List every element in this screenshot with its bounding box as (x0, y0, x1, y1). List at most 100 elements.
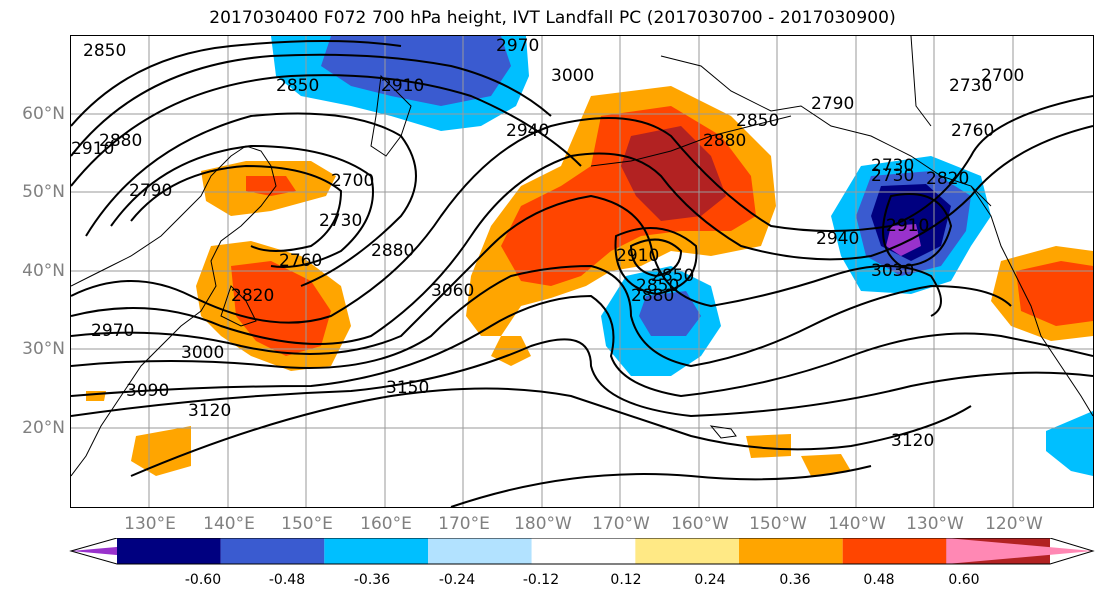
map-title: 2017030400 F072 700 hPa height, IVT Land… (209, 8, 896, 28)
lon-label-150w: 150°W (749, 514, 807, 534)
lat-label-50n: 50°N (22, 182, 65, 202)
lat-label-20n: 20°N (22, 418, 65, 438)
contour-label: 2910 (381, 76, 424, 96)
contour-label: 2940 (506, 121, 549, 141)
contour-label: 2700 (331, 171, 374, 191)
contour-label: 2730 (871, 156, 914, 176)
colorbar-tick: 0.48 (863, 572, 895, 588)
contour-label: 2910 (71, 139, 114, 159)
contour-label: 2700 (981, 66, 1024, 86)
lat-label-60n: 60°N (22, 104, 65, 124)
contour-label: 3000 (181, 343, 224, 363)
alaska-coast (660, 55, 992, 207)
lon-label-180w: 180°W (514, 514, 572, 534)
contour-label: 2730 (949, 76, 992, 96)
colorbar-tick: 0.12 (610, 572, 642, 588)
aleutian-chain (590, 115, 792, 167)
colorbar-segment (635, 538, 739, 564)
coastlines (71, 36, 1093, 477)
graticule (71, 36, 1093, 507)
lon-label-160w: 160°W (671, 514, 729, 534)
colorbar-segment (117, 538, 221, 564)
colorbar-segment (428, 538, 532, 564)
contour-label: 2850 (651, 266, 694, 286)
contour-label: 2760 (279, 251, 322, 271)
contour-label: 2850 (276, 76, 319, 96)
contour-labels: 2850 2880 2910 2790 2850 2910 2970 3000 … (71, 36, 1024, 451)
contour-label: 2730 (319, 211, 362, 231)
colorbar-tick: 0.36 (779, 572, 811, 588)
contour-label: 2820 (926, 169, 969, 189)
lon-label-140w: 140°W (828, 514, 886, 534)
pos-anomaly-california-red (1016, 261, 1093, 326)
colorbar-tick: -0.12 (522, 572, 560, 588)
contour-label: 2880 (631, 286, 674, 306)
lon-label-120w: 120°W (985, 514, 1043, 534)
contour-label: 2850 (83, 41, 126, 61)
colorbar-segment (739, 538, 843, 564)
pos-anomaly-south-2 (746, 434, 791, 458)
ivt-shading (86, 36, 1093, 476)
map-svg: 2850 2880 2910 2790 2850 2910 2970 3000 … (71, 36, 1093, 507)
na-interior-border (910, 36, 932, 127)
lon-label-130w: 130°W (906, 514, 964, 534)
kamchatka (370, 74, 412, 157)
pos-anomaly-south-1 (131, 426, 191, 476)
contour-label: 2760 (951, 121, 994, 141)
contour-label: 3030 (871, 261, 914, 281)
colorbar-segment (531, 538, 636, 564)
contour-label: 3090 (126, 381, 169, 401)
contour-label: 2850 (736, 111, 779, 131)
lat-label-40n: 40°N (22, 261, 65, 281)
contour-label: 2820 (231, 286, 274, 306)
colorbar-segment (842, 538, 947, 564)
lon-label-130e: 130°E (124, 514, 176, 534)
colorbar-segment (946, 538, 1093, 564)
contour-label: 2730 (871, 166, 914, 186)
contour-label: 3120 (891, 431, 934, 451)
na-west-coast (970, 185, 1093, 417)
lon-label-170e: 170°E (438, 514, 490, 534)
lon-label-170w: 170°W (592, 514, 650, 534)
height-contours (71, 40, 1093, 507)
contour-label: 2970 (496, 36, 539, 56)
japan-islands (220, 285, 257, 327)
lon-label-160e: 160°E (360, 514, 412, 534)
asia-coast (71, 145, 277, 477)
lon-label-150e: 150°E (281, 514, 333, 534)
colorbar-segment (220, 538, 325, 564)
contour-label: 2880 (703, 131, 746, 151)
contour-label: 2910 (886, 216, 929, 236)
contour-label: 2790 (811, 94, 854, 114)
lat-label-30n: 30°N (22, 339, 65, 359)
pos-anomaly-south-3 (801, 454, 851, 476)
colorbar-tick: -0.36 (353, 572, 391, 588)
contour-label: 2940 (816, 229, 859, 249)
contour-label: 2880 (371, 241, 414, 261)
colorbar-tick: -0.24 (438, 572, 476, 588)
colorbar-tick: -0.60 (184, 572, 222, 588)
lon-label-140e: 140°E (203, 514, 255, 534)
map-panel: 2850 2880 2910 2790 2850 2910 2970 3000 … (70, 35, 1094, 508)
contour-label: 2880 (99, 131, 142, 151)
colorbar-segment (324, 538, 428, 564)
colorbar-tick: 0.24 (694, 572, 726, 588)
pos-anomaly-west-small-red (246, 176, 296, 196)
contour-label: 3120 (188, 401, 231, 421)
contour-label: 2970 (91, 321, 134, 341)
colorbar (69, 538, 1095, 565)
contour-label: 2850 (636, 276, 679, 296)
pos-anomaly-south-4 (86, 391, 106, 401)
contour-label: 2910 (616, 246, 659, 266)
pos-anomaly-gulf-core (621, 126, 726, 221)
neg-anomaly-central-core (639, 291, 701, 336)
colorbar-tick: 0.60 (948, 572, 980, 588)
hawaii (709, 425, 737, 439)
contour-label: 3060 (431, 281, 474, 301)
colorbar-segments (71, 538, 1093, 564)
colorbar-tick: -0.48 (268, 572, 306, 588)
contour-label: 3150 (386, 378, 429, 398)
contour-label: 2790 (129, 181, 172, 201)
colorbar-outline (69, 538, 1095, 565)
neg-anomaly-southeast (1046, 411, 1093, 476)
